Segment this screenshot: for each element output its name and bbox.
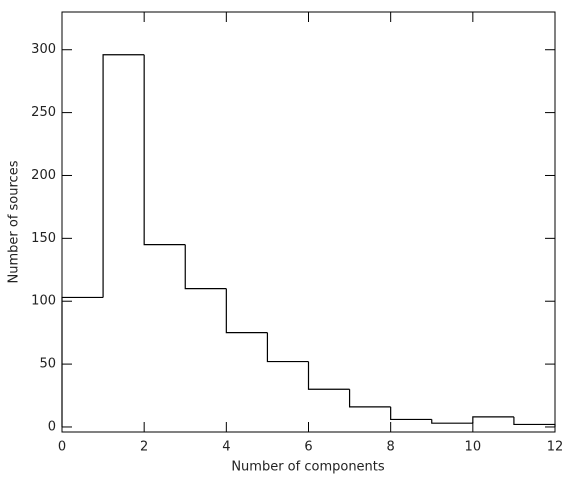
x-tick-label: 6 [304,440,312,455]
y-tick-label: 250 [31,105,56,120]
histogram-bin [102,54,145,298]
x-tick-label: 4 [222,440,230,455]
histogram-bin [390,406,432,421]
y-tick-label: 0 [48,419,56,434]
x-tick-label: 0 [58,440,66,455]
x-tick-label: 12 [547,440,564,455]
histogram-bin [513,416,556,427]
x-tick-label: 10 [465,440,482,455]
y-tick-label: 300 [31,42,56,57]
histogram-bin [431,419,473,424]
y-tick-label: 150 [31,231,56,246]
histogram-bin [348,389,391,408]
x-axis-label: Number of components [231,460,385,475]
x-tick-label: 2 [140,440,148,455]
y-tick-label: 100 [31,294,56,309]
histogram-bin [61,296,104,427]
histogram-bin [143,54,186,246]
x-tick-label: 8 [387,440,395,455]
y-axis-label: Number of sources [7,160,22,283]
histogram-bin [225,288,268,334]
y-tick-label: 50 [39,357,56,372]
histogram-bin [184,244,227,290]
histogram-bin [472,416,514,424]
y-tick-label: 200 [31,168,56,183]
histogram-bin [307,361,350,390]
histogram-bin [266,332,309,363]
